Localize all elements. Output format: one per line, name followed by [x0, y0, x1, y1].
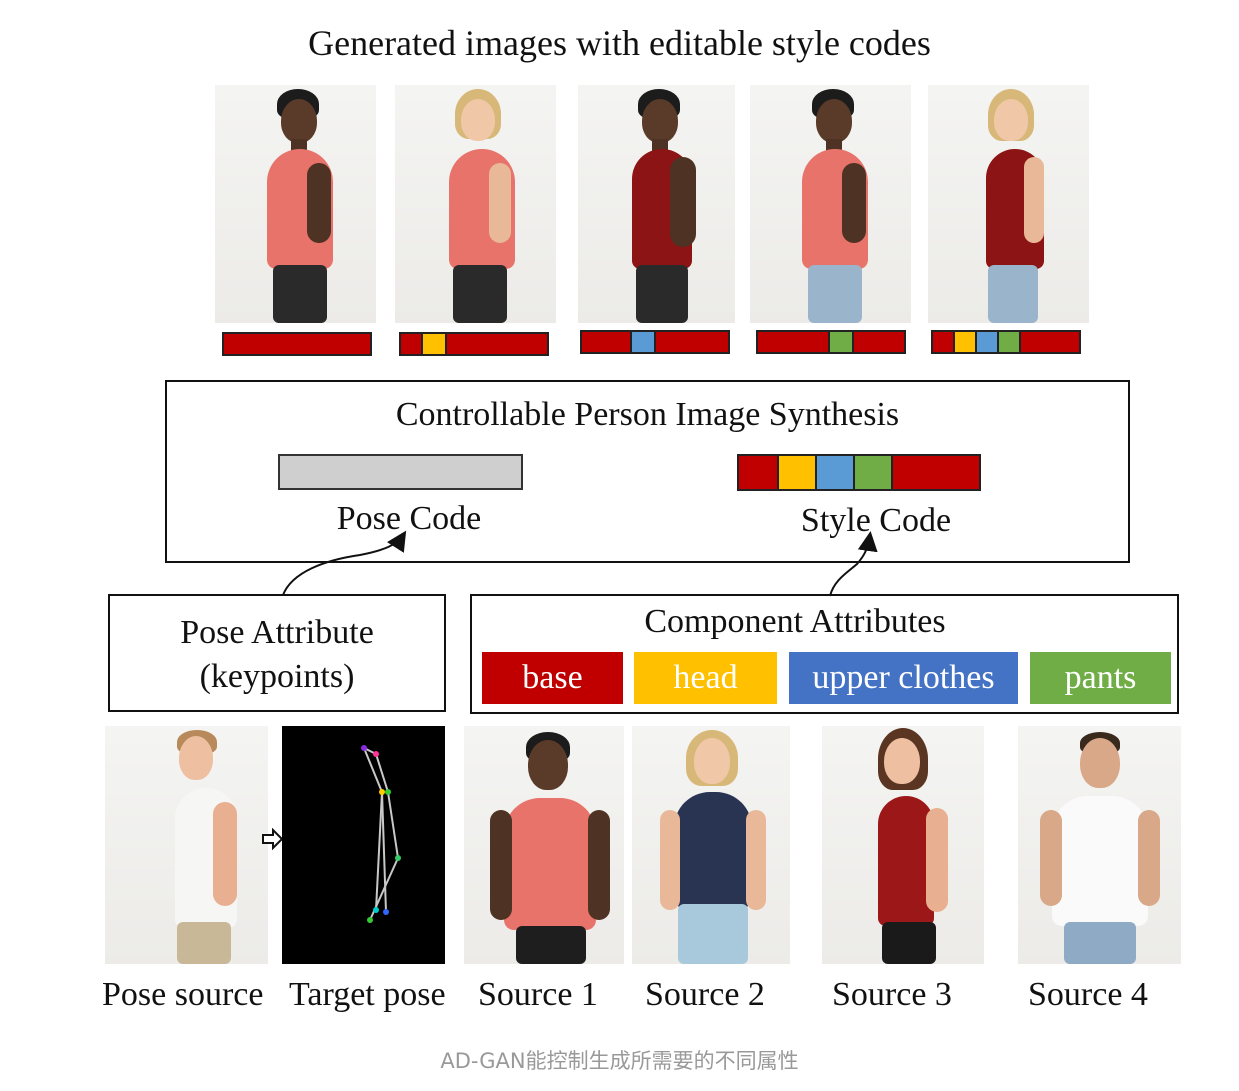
component-attributes-box	[470, 594, 1179, 714]
caption-source-2: Source 2	[645, 976, 765, 1013]
chip-pants: pants	[1030, 652, 1171, 704]
source-2-image	[632, 726, 790, 964]
pose-code-bar	[278, 454, 523, 490]
generated-image-1	[215, 85, 376, 323]
figure-caption: AD-GAN能控制生成所需要的不同属性	[440, 1049, 799, 1073]
code-segment-head	[421, 334, 447, 354]
style-segment-pants	[855, 456, 893, 489]
chip-upper-clothes: upper clothes	[789, 652, 1018, 704]
generated-code-bar-1	[222, 332, 372, 356]
generated-code-bar-5	[931, 330, 1081, 354]
pose-code-label: Pose Code	[336, 500, 482, 537]
generated-code-bar-3	[580, 330, 730, 354]
generated-image-4	[750, 85, 911, 323]
chip-base: base	[482, 652, 623, 704]
source-4-image	[1018, 726, 1181, 964]
caption-source-3: Source 3	[832, 976, 952, 1013]
code-segment-upper	[977, 332, 999, 352]
style-segment-head	[779, 456, 817, 489]
pose-arrow	[282, 530, 407, 596]
pose-attribute-box	[108, 594, 446, 712]
style-code-bar	[737, 454, 981, 491]
source-3-image	[822, 726, 984, 964]
pose-attribute-line1: Pose Attribute	[180, 614, 374, 651]
generated-image-5	[928, 85, 1089, 323]
code-segment-head	[953, 332, 977, 352]
caption-source-4: Source 4	[1028, 976, 1148, 1013]
generated-code-bar-4	[756, 330, 906, 354]
caption-pose-source: Pose source	[102, 976, 264, 1013]
synthesis-title: Controllable Person Image Synthesis	[395, 396, 900, 433]
generated-code-bar-2	[399, 332, 549, 356]
style-segment-upper	[817, 456, 855, 489]
style-segment-base	[739, 456, 779, 489]
target-pose-image	[282, 726, 445, 964]
pose-arrow-hollow	[262, 827, 284, 855]
pose-source-image	[105, 726, 268, 964]
code-segment-upper	[630, 332, 656, 352]
chip-head: head	[634, 652, 777, 704]
caption-target-pose: Target pose	[289, 976, 446, 1013]
generated-image-3	[578, 85, 735, 323]
code-segment-pants	[999, 332, 1021, 352]
caption-source-1: Source 1	[478, 976, 598, 1013]
source-1-image	[464, 726, 624, 964]
style-arrow	[829, 531, 878, 597]
code-segment-pants	[828, 332, 854, 352]
component-attributes-title: Component Attributes	[644, 603, 946, 640]
style-segment-base-end	[893, 456, 979, 489]
synthesis-box	[165, 380, 1130, 563]
pose-attribute-line2: (keypoints)	[199, 658, 355, 695]
generated-image-2	[395, 85, 556, 323]
diagram-title: Generated images with editable style cod…	[308, 23, 931, 63]
